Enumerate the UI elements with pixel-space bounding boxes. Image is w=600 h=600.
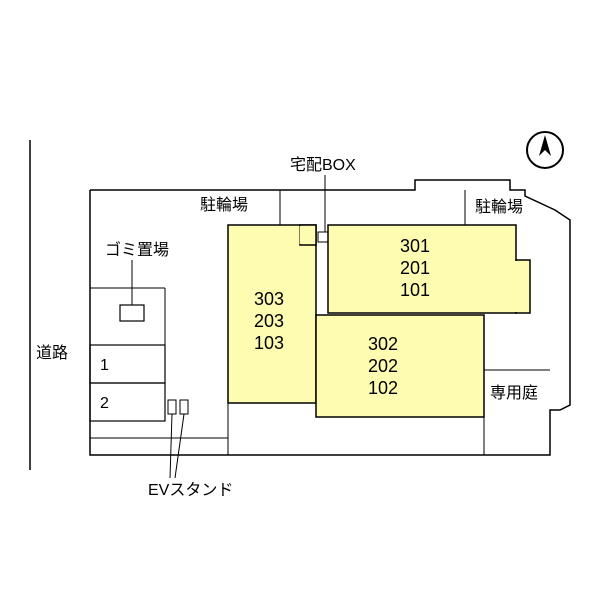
ev-post-2: [180, 400, 188, 414]
north-arrow-icon: [527, 132, 563, 168]
building-block-c: [316, 315, 484, 417]
unit-b-3: 101: [400, 280, 430, 300]
ev-leader-2: [175, 414, 184, 478]
unit-a-2: 203: [254, 311, 284, 331]
unit-b-1: 301: [400, 236, 430, 256]
building-b-bump: [516, 260, 530, 313]
road-label: 道路: [36, 344, 68, 362]
ev-stand-label: EVスタンド: [148, 481, 233, 499]
building-a-notch: [300, 225, 316, 245]
garbage-label: ゴミ置場: [105, 240, 169, 259]
garbage-box-icon: [120, 305, 144, 321]
ev-post-1: [168, 400, 176, 414]
unit-b-2: 201: [400, 258, 430, 278]
ev-leader-1: [170, 414, 172, 478]
parking-2-label: 2: [100, 395, 109, 412]
parking-1-label: 1: [100, 357, 109, 374]
unit-c-1: 302: [368, 334, 398, 354]
bike-parking-right-label: 駐輪場: [475, 198, 523, 216]
unit-a-1: 303: [254, 289, 284, 309]
unit-c-2: 202: [368, 356, 398, 376]
private-garden-label: 専用庭: [490, 384, 538, 402]
unit-c-3: 102: [368, 378, 398, 398]
unit-a-3: 103: [254, 333, 284, 353]
delivery-box-label: 宅配BOX: [290, 156, 356, 174]
bike-parking-left-label: 駐輪場: [200, 196, 248, 214]
